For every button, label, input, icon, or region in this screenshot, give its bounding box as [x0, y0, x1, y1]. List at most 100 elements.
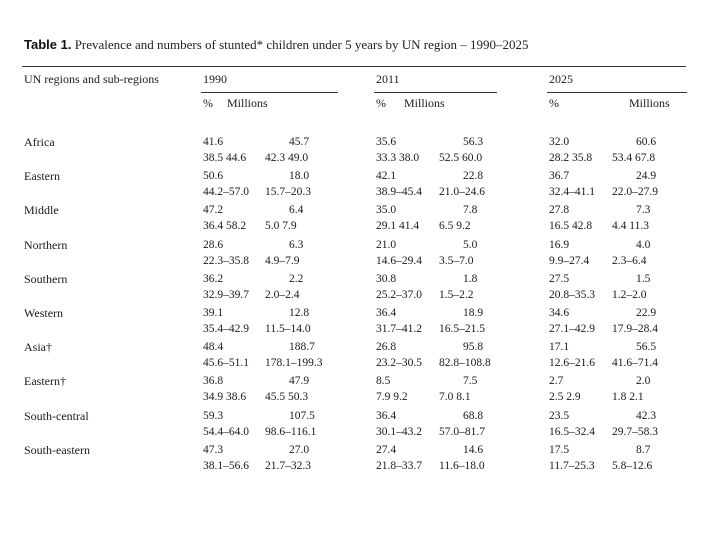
value-millions: 1.5 [636, 272, 651, 285]
ci-percent: 20.8–35.3 [549, 288, 595, 301]
ci-percent: 32.9–39.7 [203, 288, 249, 301]
ci-percent: 38.9–45.4 [376, 186, 422, 199]
value-millions: 18.0 [289, 170, 310, 183]
ci-millions: 82.8–108.8 [439, 357, 491, 370]
value-millions: 6.3 [289, 238, 304, 251]
ci-percent: 28.2 35.8 [549, 152, 593, 164]
value-millions: 45.7 [289, 136, 310, 148]
ci-percent: 16.5 42.8 [549, 220, 593, 233]
value-millions: 6.4 [289, 204, 304, 217]
value-percent: 48.4 [203, 341, 224, 354]
ci-millions: 2.3–6.4 [612, 254, 647, 267]
ci-millions: 52.5 60.0 [439, 152, 483, 164]
ci-millions: 1.2–2.0 [612, 288, 647, 301]
ci-millions: 42.3 49.0 [265, 152, 309, 164]
region-name: Middle [24, 203, 59, 218]
ci-millions: 7.0 8.1 [439, 391, 471, 404]
ci-percent: 9.9–27.4 [549, 254, 590, 267]
value-millions: 42.3 [636, 409, 657, 422]
region-name: Eastern [24, 169, 60, 184]
ci-percent: 25.2–37.0 [376, 288, 422, 301]
table-caption: Prevalence and numbers of stunted* child… [74, 37, 529, 52]
header-percent: % [549, 96, 559, 110]
value-percent: 36.8 [203, 375, 224, 388]
ci-percent: 16.5–32.4 [549, 425, 595, 438]
ci-millions: 29.7–58.3 [612, 425, 658, 438]
ci-percent: 11.7–25.3 [549, 459, 595, 472]
value-millions: 68.8 [463, 409, 484, 422]
value-millions: 22.9 [636, 307, 657, 319]
ci-millions: 21.0–24.6 [439, 186, 485, 199]
value-millions: 107.5 [289, 409, 315, 422]
ci-percent: 22.3–35.8 [203, 254, 249, 267]
value-percent: 47.2 [203, 204, 224, 217]
value-millions: 47.9 [289, 375, 310, 388]
value-percent: 17.5 [549, 443, 570, 456]
region-name: Southern [24, 271, 68, 286]
value-percent: 27.4 [376, 443, 397, 456]
ci-millions: 5.8–12.6 [612, 459, 653, 472]
value-percent: 36.2 [203, 272, 224, 285]
value-millions: 22.8 [463, 170, 484, 183]
value-millions: 95.8 [463, 341, 484, 354]
value-percent: 36.4 [376, 409, 397, 422]
value-millions: 2.2 [289, 272, 304, 285]
region-name: South-central [24, 408, 89, 423]
region-name: Asia† [24, 340, 52, 355]
ci-percent: 32.4–41.1 [549, 186, 595, 199]
ci-millions: 5.0 7.9 [265, 220, 297, 233]
value-percent: 59.3 [203, 409, 224, 422]
value-percent: 17.1 [549, 341, 570, 354]
value-millions: 60.6 [636, 136, 657, 148]
ci-millions: 15.7–20.3 [265, 186, 311, 199]
value-percent: 35.0 [376, 204, 397, 217]
ci-millions: 4.9–7.9 [265, 254, 300, 267]
value-millions: 7.8 [463, 204, 478, 217]
value-percent: 50.6 [203, 170, 224, 183]
ci-millions: 1.8 2.1 [612, 391, 644, 404]
value-millions: 188.7 [289, 341, 315, 354]
year-rule [374, 92, 497, 93]
header-year-2025: 2025 [549, 72, 573, 86]
header-percent: % [376, 96, 386, 110]
value-percent: 2.7 [549, 375, 564, 388]
value-millions: 5.0 [463, 238, 478, 251]
ci-percent: 38.1–56.6 [203, 459, 249, 472]
ci-percent: 31.7–41.2 [376, 323, 422, 335]
region-name: Northern [24, 237, 68, 252]
value-percent: 42.1 [376, 170, 397, 183]
region-name: Western [24, 306, 64, 320]
value-millions: 56.3 [463, 136, 484, 148]
header-percent: % [203, 96, 213, 110]
value-percent: 23.5 [549, 409, 570, 422]
value-percent: 32.0 [549, 136, 570, 148]
ci-percent: 45.6–51.1 [203, 357, 249, 370]
ci-percent: 27.1–42.9 [549, 323, 595, 335]
ci-percent: 21.8–33.7 [376, 459, 422, 472]
header-millions: Millions [629, 96, 670, 110]
value-percent: 28.6 [203, 238, 224, 251]
ci-millions: 178.1–199.3 [265, 357, 323, 370]
ci-percent: 29.1 41.4 [376, 220, 420, 233]
ci-millions: 41.6–71.4 [612, 357, 658, 370]
value-millions: 24.9 [636, 170, 657, 183]
ci-percent: 44.2–57.0 [203, 186, 249, 199]
header-millions: Millions [404, 96, 445, 110]
top-rule [22, 66, 686, 67]
value-percent: 41.6 [203, 136, 224, 148]
value-percent: 8.5 [376, 375, 391, 388]
ci-millions: 4.4 11.3 [612, 220, 649, 233]
value-percent: 36.7 [549, 170, 570, 183]
ci-millions: 17.9–28.4 [612, 323, 658, 335]
header-millions: Millions [227, 96, 268, 110]
value-percent: 30.8 [376, 272, 397, 285]
header-year-1990: 1990 [203, 72, 227, 86]
value-millions: 27.0 [289, 443, 310, 456]
value-percent: 34.6 [549, 307, 570, 319]
value-percent: 26.8 [376, 341, 397, 354]
value-millions: 12.8 [289, 307, 310, 319]
year-rule [547, 92, 687, 93]
ci-millions: 22.0–27.9 [612, 186, 658, 199]
ci-percent: 38.5 44.6 [203, 152, 247, 164]
value-percent: 36.4 [376, 307, 397, 319]
